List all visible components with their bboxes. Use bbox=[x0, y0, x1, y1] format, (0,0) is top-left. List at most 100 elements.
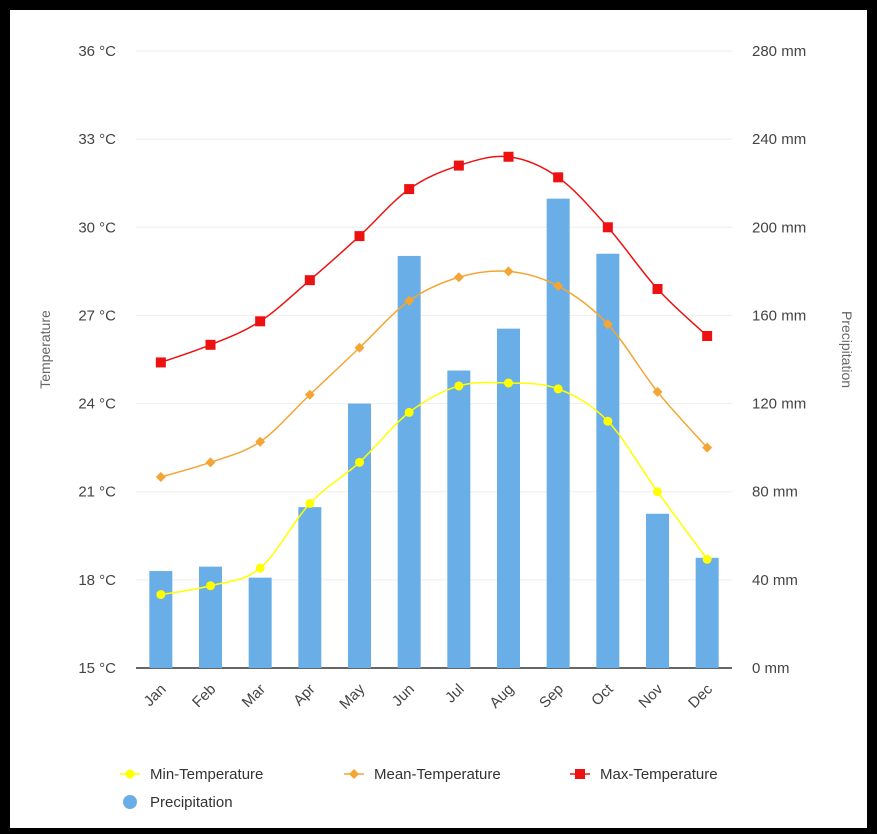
legend-item-min-temperature: Min-Temperature bbox=[120, 766, 263, 783]
left-tick-label: 27 °C bbox=[78, 307, 116, 324]
min-temperature-point bbox=[156, 590, 166, 600]
min-temperature-point bbox=[305, 498, 315, 508]
x-tick-label: Jun bbox=[389, 681, 418, 710]
x-tick-label: Mar bbox=[239, 681, 269, 711]
right-tick-label: 80 mm bbox=[752, 484, 798, 501]
max-temperature-point bbox=[553, 172, 564, 183]
min-temperature-point bbox=[702, 554, 712, 564]
precipitation-bar bbox=[596, 253, 620, 668]
max-temperature-point bbox=[652, 283, 663, 294]
left-axis-ticks: 15 °C 18 °C 21 °C 24 °C 27 °C 30 °C 33 °C 36 °C bbox=[78, 43, 116, 677]
min-temperature-point bbox=[404, 407, 414, 417]
min-temperature-point bbox=[255, 563, 265, 573]
precipitation-bar bbox=[199, 566, 222, 668]
mean-temperature-point bbox=[304, 389, 315, 400]
right-tick-label: 280 mm bbox=[752, 43, 806, 60]
precipitation-bar bbox=[248, 577, 272, 668]
min-temperature-point bbox=[454, 381, 464, 391]
min-temperature-line bbox=[160, 381, 708, 596]
left-tick-label: 33 °C bbox=[78, 131, 116, 148]
x-tick-label: Jul bbox=[442, 681, 468, 707]
right-tick-label: 0 mm bbox=[752, 660, 790, 677]
right-tick-label: 200 mm bbox=[752, 219, 806, 236]
legend-label: Min-Temperature bbox=[150, 766, 263, 783]
min-temperature-point bbox=[206, 581, 215, 591]
x-tick-label: Jan bbox=[141, 681, 170, 710]
mean-temperature-point bbox=[404, 295, 415, 306]
x-tick-label: Sep bbox=[536, 681, 567, 712]
max-temperature-line bbox=[160, 155, 708, 364]
mean-temperature-point bbox=[255, 436, 266, 447]
mean-temperature-line bbox=[160, 270, 708, 478]
min-temperature-point bbox=[553, 384, 563, 394]
min-temperature-point bbox=[504, 378, 513, 388]
precipitation-bar bbox=[348, 403, 371, 668]
legend-item-precipitation: Precipitation bbox=[123, 794, 233, 811]
max-temperature-point bbox=[404, 184, 415, 195]
left-tick-label: 18 °C bbox=[78, 572, 116, 589]
max-temperature-point bbox=[304, 275, 315, 286]
mean-temperature-point bbox=[702, 442, 713, 453]
left-axis-title: Temperature bbox=[37, 310, 53, 389]
right-tick-label: 160 mm bbox=[752, 307, 806, 324]
legend-item-mean-temperature: Mean-Temperature bbox=[344, 766, 501, 783]
legend-marker bbox=[125, 769, 135, 779]
precipitation-bar bbox=[646, 513, 669, 668]
chart-svg: 15 °C 18 °C 21 °C 24 °C 27 °C 30 °C 33 °C 36 °C… bbox=[37, 43, 855, 811]
max-temperature-point bbox=[503, 151, 514, 162]
max-temperature-point bbox=[255, 316, 266, 327]
x-tick-label: Apr bbox=[290, 681, 319, 710]
x-tick-label: Nov bbox=[635, 680, 666, 711]
right-tick-label: 120 mm bbox=[752, 396, 806, 413]
mean-temperature-point bbox=[354, 342, 365, 353]
legend-marker bbox=[575, 769, 585, 779]
right-axis-title: Precipitation bbox=[839, 311, 855, 388]
precipitation-bar bbox=[497, 328, 520, 668]
chart-panel: 15 °C 18 °C 21 °C 24 °C 27 °C 30 °C 33 °C 36 °C… bbox=[10, 10, 867, 828]
precipitation-bar bbox=[149, 571, 173, 668]
legend-item-max-temperature: Max-Temperature bbox=[570, 766, 718, 783]
min-temperature-point bbox=[603, 416, 613, 426]
precipitation-bar bbox=[298, 507, 322, 668]
left-tick-label: 30 °C bbox=[78, 219, 116, 236]
mean-temperature-point bbox=[553, 281, 564, 292]
left-tick-label: 24 °C bbox=[78, 396, 116, 413]
mean-temperature-point bbox=[155, 472, 166, 483]
precipitation-bars bbox=[149, 198, 719, 669]
mean-temperature-point bbox=[503, 266, 514, 277]
precipitation-bar bbox=[695, 557, 719, 668]
max-temperature-point bbox=[205, 339, 216, 350]
x-tick-label: Aug bbox=[486, 681, 517, 712]
left-tick-label: 36 °C bbox=[78, 43, 116, 60]
right-tick-label: 40 mm bbox=[752, 572, 798, 589]
grid-lines bbox=[136, 50, 732, 669]
legend-label: Precipitation bbox=[150, 794, 233, 811]
temperature-lines bbox=[155, 151, 713, 600]
precipitation-bar bbox=[546, 198, 570, 668]
left-tick-label: 21 °C bbox=[78, 484, 116, 501]
max-temperature-point bbox=[155, 357, 166, 368]
x-tick-label: Oct bbox=[588, 680, 617, 709]
mean-temperature-point bbox=[652, 386, 663, 397]
max-temperature-point bbox=[354, 231, 365, 242]
x-axis-ticks: Jan Feb Mar Apr May Jun Jul Aug Sep Oct Nov Dec bbox=[141, 680, 717, 713]
legend: Min-Temperature Mean-Temperature Max-Tempe… bbox=[120, 766, 718, 811]
left-tick-label: 15 °C bbox=[78, 660, 116, 677]
max-temperature-point bbox=[453, 160, 464, 171]
legend-label: Max-Temperature bbox=[600, 766, 718, 783]
legend-label: Mean-Temperature bbox=[374, 766, 501, 783]
right-axis-ticks: 0 mm 40 mm 80 mm 120 mm 160 mm 200 mm 240 mm 28… bbox=[752, 43, 806, 677]
precipitation-bar bbox=[447, 370, 471, 668]
precipitation-bar bbox=[397, 255, 421, 669]
x-tick-label: Feb bbox=[189, 681, 219, 711]
x-tick-label: May bbox=[336, 680, 368, 712]
min-temperature-point bbox=[653, 487, 662, 497]
right-tick-label: 240 mm bbox=[752, 131, 806, 148]
max-temperature-point bbox=[602, 222, 613, 233]
x-tick-label: Dec bbox=[685, 680, 716, 711]
min-temperature-point bbox=[355, 457, 364, 467]
legend-marker bbox=[349, 769, 359, 779]
mean-temperature-point bbox=[453, 272, 464, 283]
mean-temperature-point bbox=[602, 319, 613, 330]
